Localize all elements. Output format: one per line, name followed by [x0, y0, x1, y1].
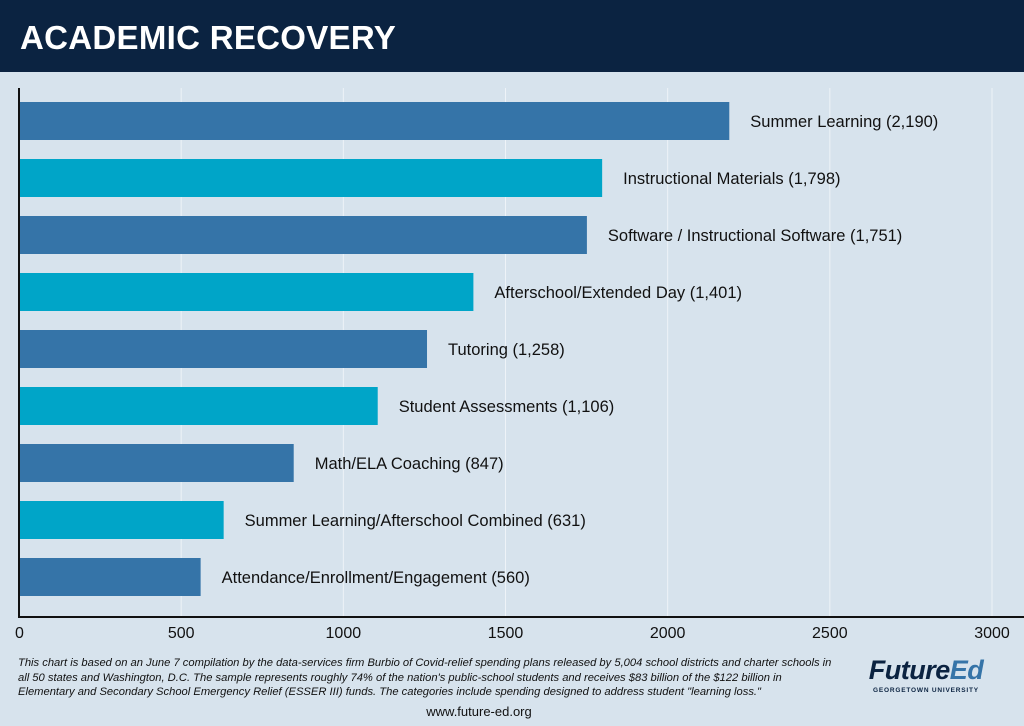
bar-label: Student Assessments (1,106)	[399, 398, 615, 416]
bar	[19, 558, 201, 596]
chart-title: ACADEMIC RECOVERY	[20, 19, 397, 56]
x-tick-label: 3000	[974, 625, 1010, 642]
bar-label: Attendance/Enrollment/Engagement (560)	[222, 569, 530, 587]
bar-label: Summer Learning (2,190)	[750, 113, 938, 131]
logo-text-ed: Ed	[949, 655, 984, 685]
bar	[19, 501, 224, 539]
website-link[interactable]: www.future-ed.org	[426, 704, 532, 719]
bar-label: Instructional Materials (1,798)	[623, 170, 840, 188]
x-tick-label: 500	[168, 625, 195, 642]
bar-label: Afterschool/Extended Day (1,401)	[494, 284, 742, 302]
header-banner: ACADEMIC RECOVERY	[0, 0, 1024, 72]
footnote: This chart is based on an June 7 compila…	[18, 657, 832, 698]
bar-label: Software / Instructional Software (1,751…	[608, 227, 902, 245]
bar	[19, 387, 378, 425]
bar	[19, 102, 730, 140]
logo-text-future: Future	[868, 655, 951, 685]
bar-label: Math/ELA Coaching (847)	[315, 455, 504, 473]
logo-subtitle: GEORGETOWN UNIVERSITY	[873, 687, 979, 694]
x-tick-label: 1500	[488, 625, 524, 642]
bar-chart: 0 500 1000 1500 2000 2500 3000 Summer Learning …	[15, 88, 1024, 642]
bar	[19, 273, 474, 311]
x-tick-label: 1000	[326, 625, 362, 642]
bar-label: Summer Learning/Afterschool Combined (63…	[245, 512, 586, 530]
bar	[19, 444, 294, 482]
bar	[19, 330, 428, 368]
x-tick-label: 2500	[812, 625, 848, 642]
futureed-logo: FutureEd GEORGETOWN UNIVERSITY	[866, 655, 986, 694]
bar	[19, 216, 587, 254]
x-tick-label: 2000	[650, 625, 686, 642]
bar	[19, 159, 603, 197]
bar-label: Tutoring (1,258)	[448, 341, 565, 359]
x-tick-label: 0	[15, 625, 24, 642]
